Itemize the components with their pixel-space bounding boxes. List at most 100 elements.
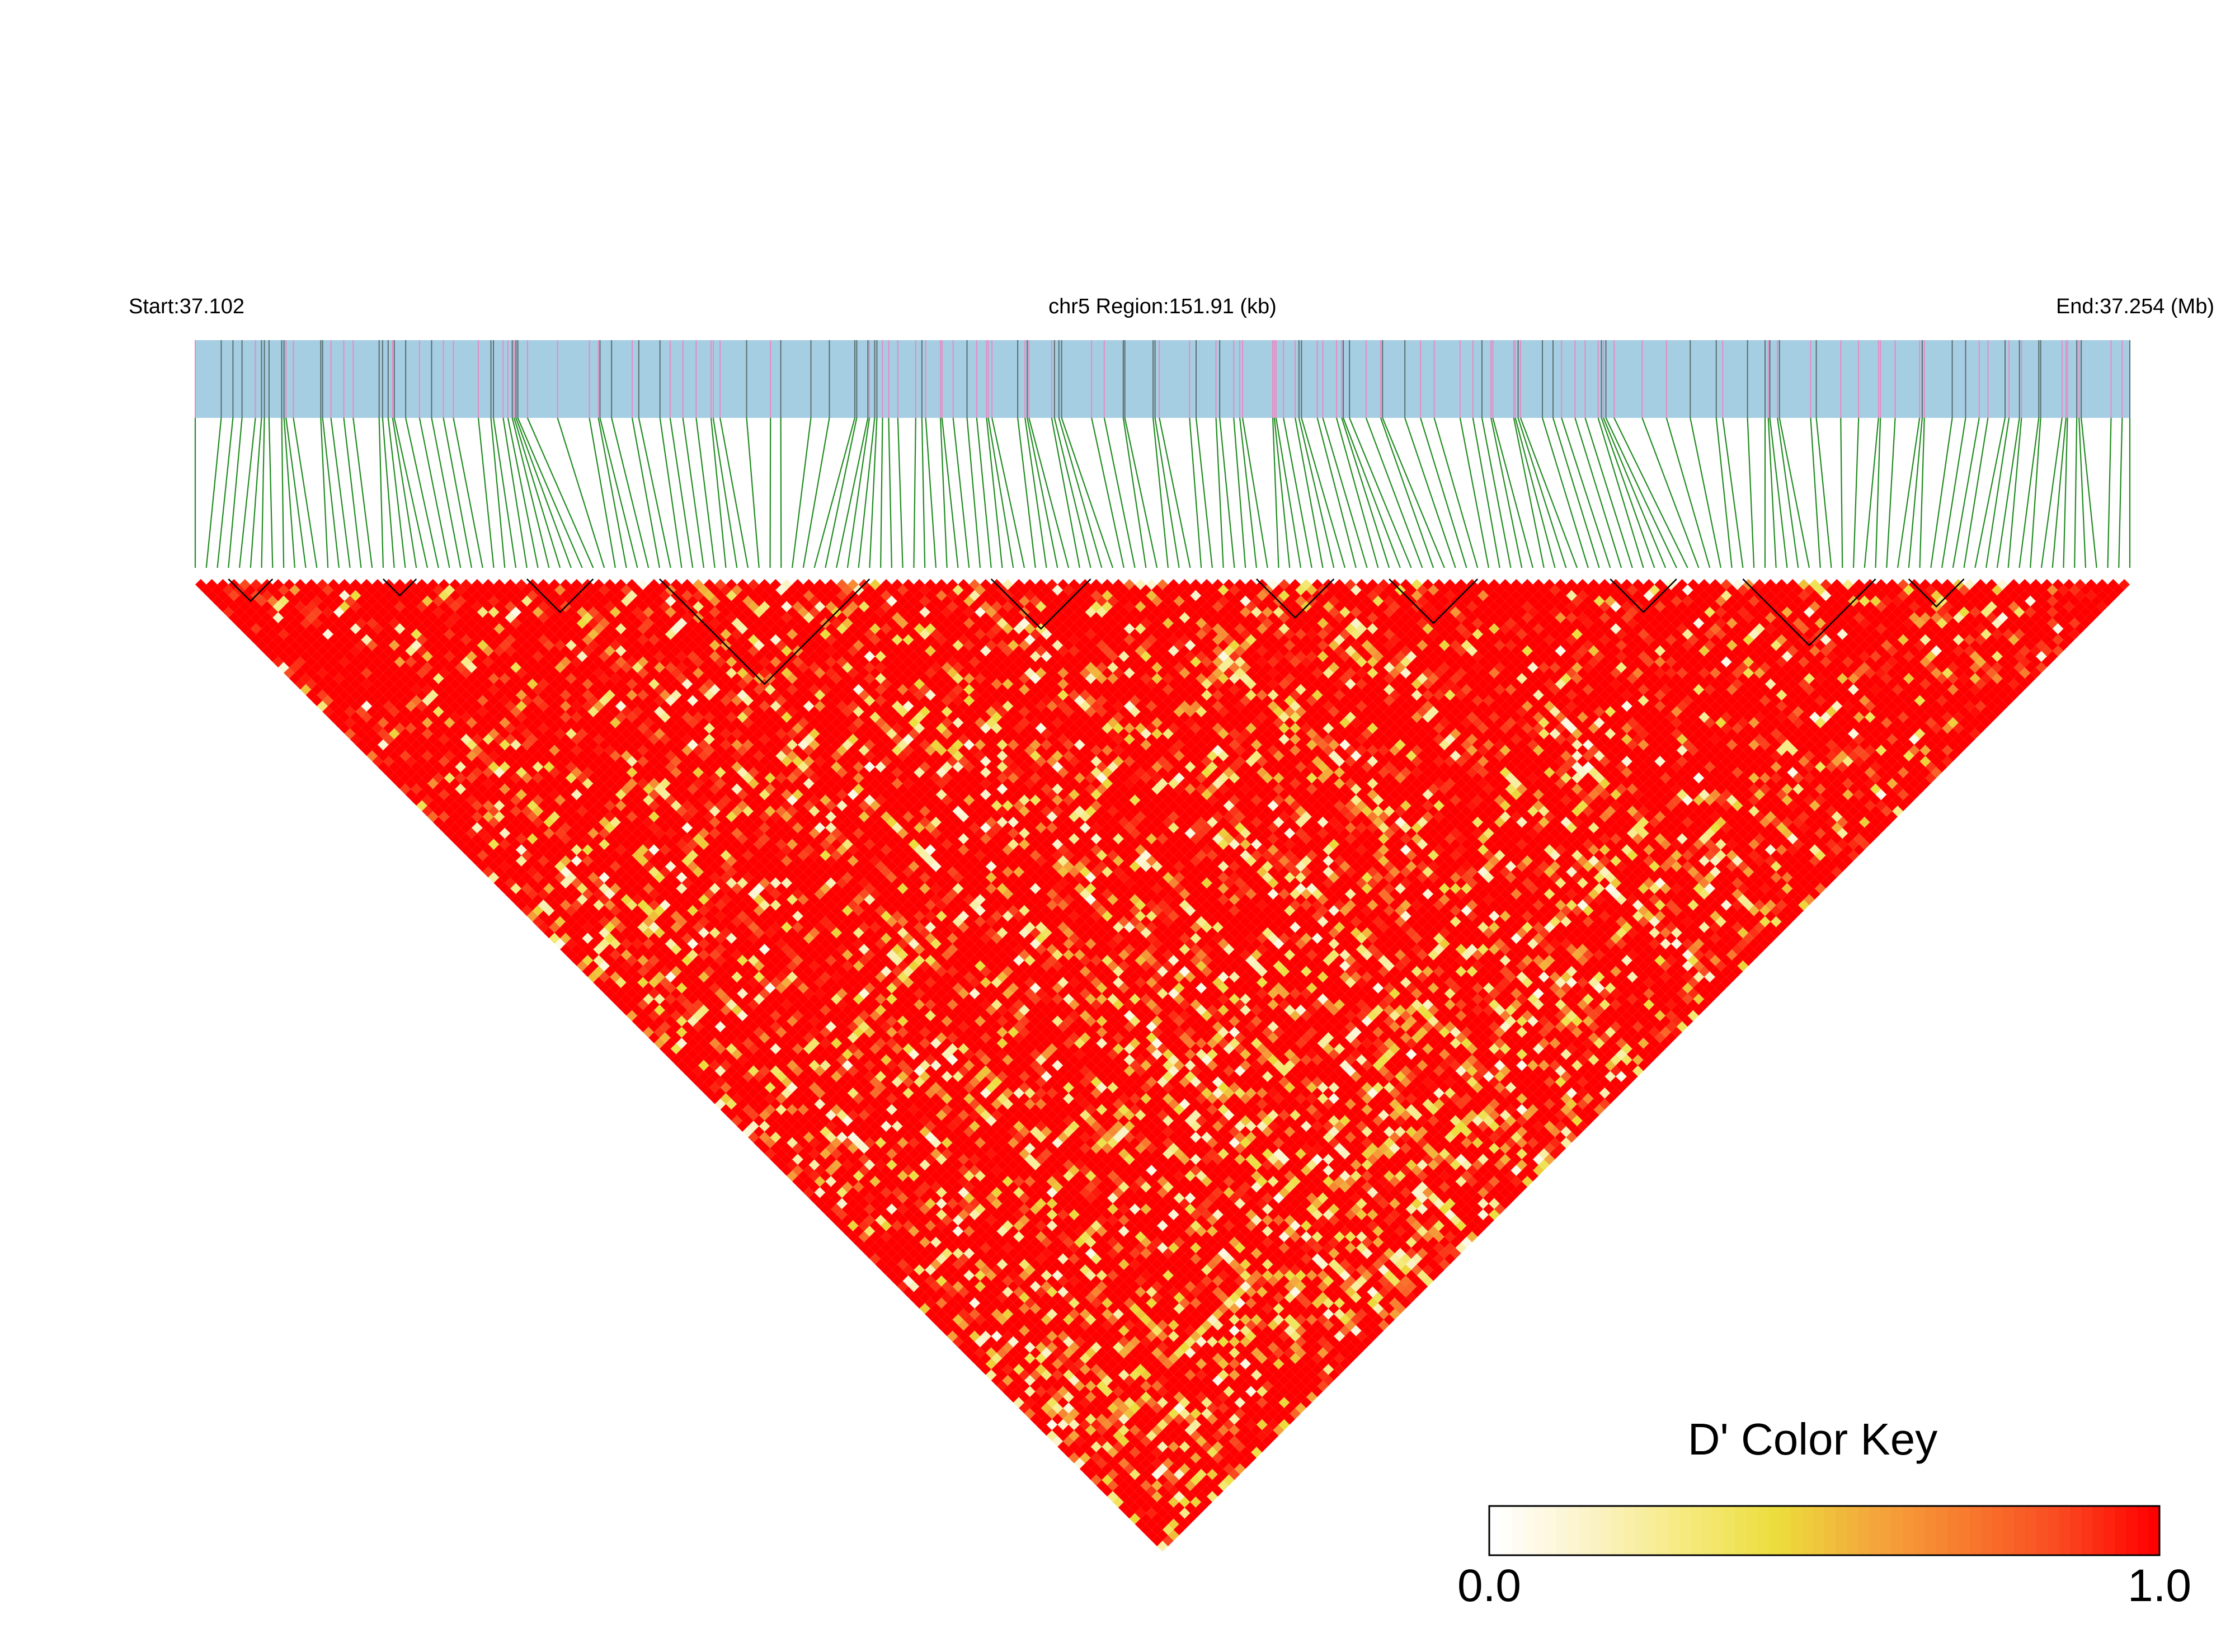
- ld-cell: [975, 1325, 986, 1336]
- ld-cell: [543, 816, 555, 828]
- ld-cell: [488, 850, 500, 861]
- ld-cell: [538, 789, 549, 801]
- ld-cell: [963, 1215, 975, 1226]
- ld-cell: [787, 1115, 798, 1127]
- ld-cell: [847, 1142, 859, 1154]
- ld-cell: [422, 662, 433, 673]
- ld-cell: [963, 1270, 975, 1281]
- ld-cell: [272, 590, 284, 601]
- ld-cell: [560, 866, 571, 878]
- ld-cell: [482, 745, 494, 756]
- ld-cell: [488, 827, 500, 839]
- ld-cell: [460, 822, 472, 834]
- ld-cell: [355, 584, 367, 596]
- ld-cell: [472, 833, 483, 845]
- ld-cell: [1184, 1480, 1196, 1491]
- ld-cell: [914, 1275, 925, 1287]
- ld-cell: [858, 1142, 870, 1154]
- ld-cell: [344, 672, 356, 684]
- ld-cell: [449, 766, 461, 778]
- ld-cell: [930, 1270, 942, 1281]
- ld-cell: [333, 662, 345, 673]
- ld-cell: [720, 1082, 732, 1093]
- ld-cell: [510, 883, 521, 895]
- ld-cell: [1019, 1369, 1030, 1381]
- ld-cell: [1102, 1452, 1113, 1463]
- ld-cell: [1002, 1253, 1014, 1265]
- ld-cell: [422, 717, 433, 728]
- ld-cell: [1123, 1496, 1135, 1508]
- ld-cell: [1163, 1413, 1174, 1425]
- ld-cell: [488, 728, 500, 740]
- ld-cell: [1052, 1336, 1064, 1348]
- ld-cell: [582, 944, 594, 955]
- ld-cell: [510, 827, 521, 839]
- ld-cell: [383, 689, 394, 701]
- ld-cell: [825, 1198, 837, 1209]
- ld-cell: [864, 1192, 876, 1204]
- ld-cell: [432, 672, 444, 684]
- ld-cell: [1008, 1369, 1019, 1381]
- ld-cell: [416, 722, 427, 734]
- ld-cell: [554, 839, 566, 850]
- ld-cell: [1035, 1353, 1047, 1364]
- ld-cell: [587, 971, 599, 983]
- ld-cell: [1079, 1353, 1091, 1364]
- ld-cell: [975, 1236, 986, 1248]
- ld-cell: [1163, 1502, 1174, 1513]
- ld-cell: [1146, 1419, 1158, 1430]
- ld-cell: [444, 695, 455, 707]
- ld-cell: [388, 728, 400, 740]
- ld-cell: [996, 1380, 1008, 1392]
- ld-cell: [405, 789, 417, 801]
- ld-cell: [808, 1027, 820, 1038]
- ld-cell: [438, 800, 450, 811]
- ld-cell: [449, 811, 461, 822]
- snp-connector: [418, 417, 450, 568]
- ld-cell: [576, 960, 588, 972]
- snp-connector: [281, 417, 285, 568]
- ld-cell: [328, 579, 339, 590]
- ld-cell: [543, 927, 555, 939]
- ld-cell: [941, 1170, 953, 1182]
- ld-cell: [455, 684, 467, 695]
- snp-connector: [517, 417, 583, 568]
- ld-cell: [300, 651, 312, 662]
- ld-cell: [444, 794, 455, 806]
- ld-cell: [803, 1132, 815, 1143]
- ld-cell: [383, 656, 394, 668]
- ld-cell: [1041, 1424, 1052, 1436]
- ld-cell: [300, 672, 312, 684]
- ld-cell: [914, 1242, 925, 1254]
- ld-cell: [781, 1154, 793, 1165]
- ld-cell: [422, 750, 433, 762]
- ld-cell: [1024, 1319, 1036, 1331]
- ld-cell: [1102, 1386, 1113, 1397]
- ld-cell: [460, 689, 472, 701]
- ld-cell: [1057, 1309, 1069, 1320]
- ld-cell: [914, 1142, 925, 1154]
- ld-cell: [963, 1336, 975, 1348]
- ld-cell: [764, 1148, 776, 1160]
- ld-cell: [294, 678, 306, 690]
- ld-cell: [797, 1170, 809, 1182]
- ld-cell: [1196, 1447, 1207, 1458]
- ld-cell: [764, 1082, 776, 1093]
- ld-cell: [1024, 1363, 1036, 1375]
- ld-cell: [1184, 1513, 1196, 1524]
- ld-cell: [891, 1176, 903, 1187]
- ld-cell: [841, 1215, 853, 1226]
- ld-cell: [985, 1336, 997, 1348]
- ld-cell: [991, 1275, 1003, 1287]
- ld-cell: [869, 1142, 881, 1154]
- ld-cell: [267, 606, 279, 618]
- ld-cell: [836, 1154, 848, 1165]
- ld-cell: [726, 1098, 737, 1110]
- ld-cell: [908, 1159, 920, 1171]
- ld-cell: [565, 938, 577, 949]
- ld-cell: [886, 1215, 897, 1226]
- ld-cell: [770, 1132, 782, 1143]
- ld-cell: [505, 766, 516, 778]
- ld-cell: [1046, 1397, 1058, 1408]
- ld-cell: [654, 927, 665, 939]
